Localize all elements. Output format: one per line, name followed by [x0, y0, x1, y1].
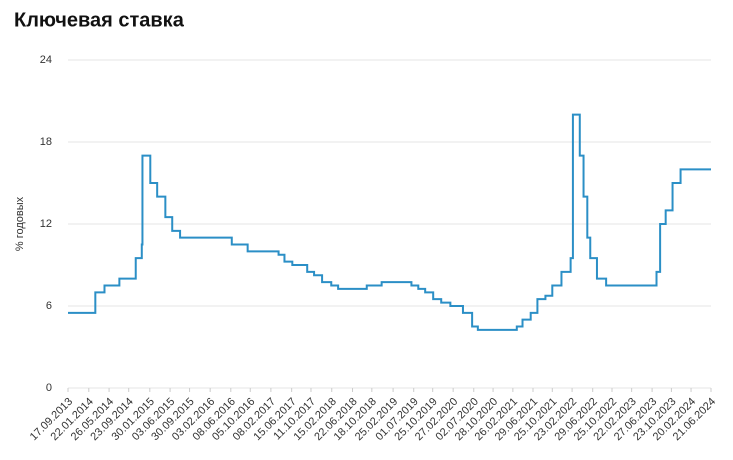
y-tick-label: 0	[46, 382, 52, 394]
chart-title: Ключевая ставка	[14, 9, 185, 31]
line	[68, 113, 711, 331]
y-tick-label: 6	[46, 300, 52, 312]
y-tick-label: 18	[40, 136, 52, 148]
y-tick-label: 12	[40, 218, 52, 230]
y-tick-label: 24	[40, 54, 52, 66]
y-axis-label: % годовых	[14, 196, 26, 251]
